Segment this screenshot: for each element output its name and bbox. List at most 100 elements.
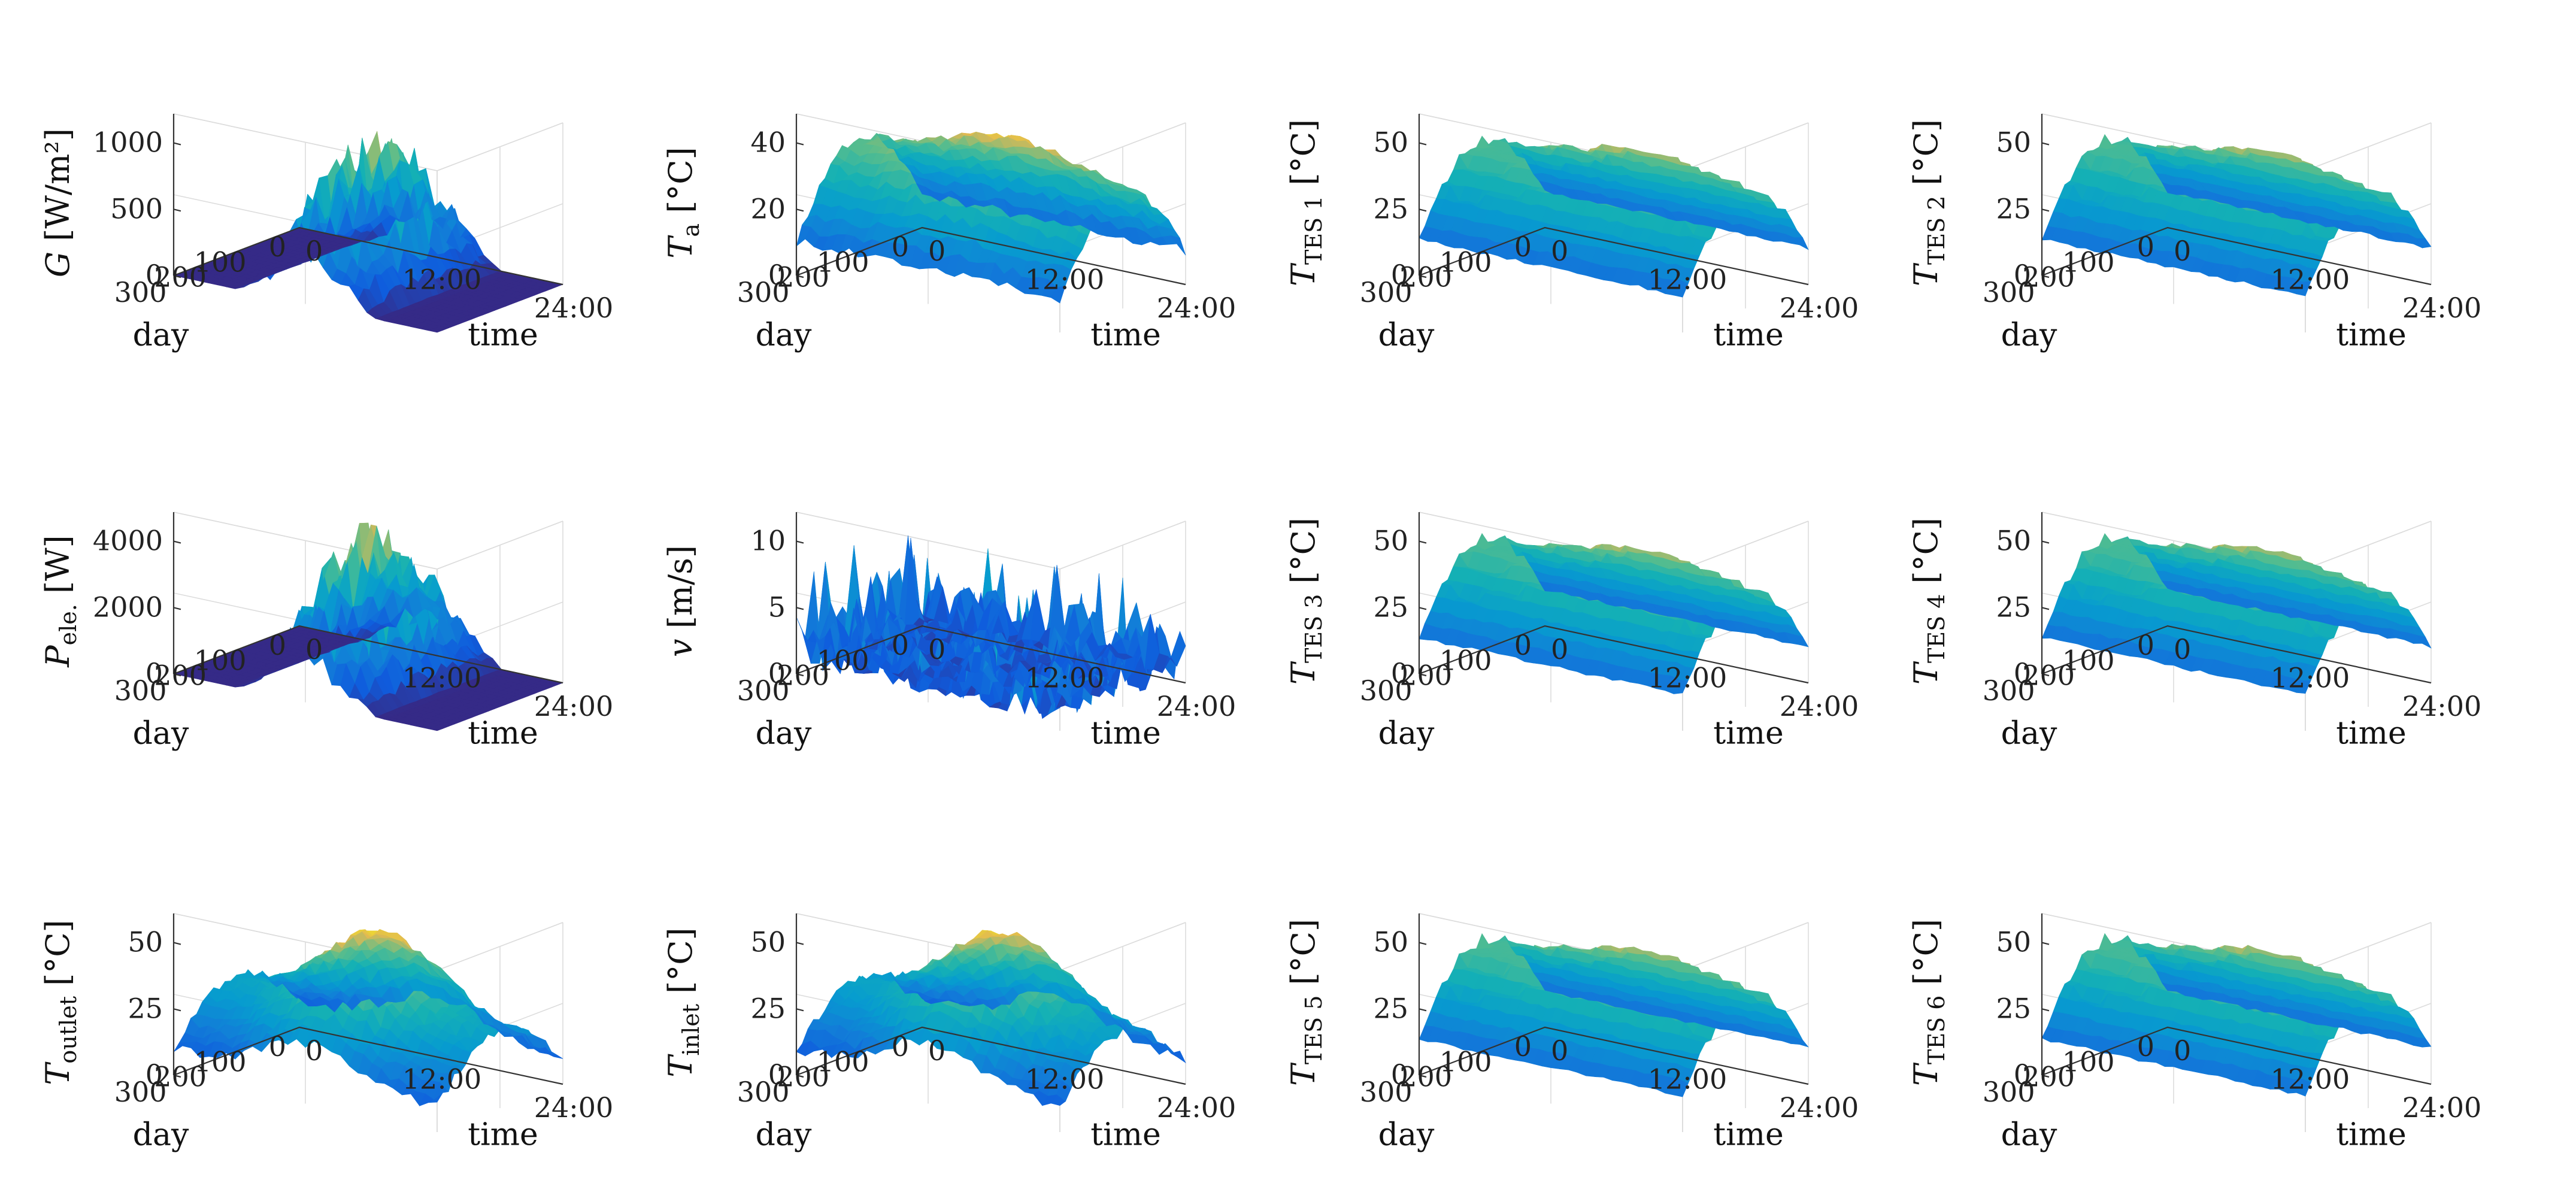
z-axis-label: G [W/m²] [39, 128, 77, 277]
z-tick-mark [173, 607, 181, 610]
y-axis-label: day [133, 716, 189, 752]
x-axis-label: time [1090, 317, 1161, 353]
x-tick-label: 24:00 [1157, 690, 1237, 722]
z-tick-label: 10 [750, 525, 786, 557]
x-tick-label: 24:00 [1780, 690, 1859, 722]
z-tick-label: 1000 [93, 126, 163, 159]
x-tick-label: 24:00 [2402, 292, 2482, 324]
y-tick-label: 0 [892, 629, 909, 661]
z-tick-mark [1419, 540, 1427, 544]
z-tick-mark [2041, 208, 2050, 212]
x-axis-label: time [1090, 715, 1161, 751]
z-label-unit: [°C] [1907, 119, 1945, 196]
y-tick-label: 300 [1983, 276, 2035, 308]
y-tick-label: 0 [1514, 629, 1532, 661]
z-label-unit: [°C] [662, 147, 699, 223]
x-tick-label: 0 [1551, 235, 1568, 267]
surface-mesh [172, 131, 564, 333]
z-tick-mark [1419, 142, 1427, 146]
y-tick-label: 0 [2137, 231, 2154, 263]
x-tick-label: 0 [305, 633, 323, 665]
z-tick-label: 40 [750, 126, 786, 159]
z-axis-label: TTES 3 [°C] [1284, 518, 1327, 685]
y-tick-label: 300 [737, 276, 790, 308]
z-label-subscript: ele. [55, 604, 81, 645]
z-tick-mark [796, 607, 804, 610]
z-tick-mark [796, 208, 804, 212]
y-tick-label: 0 [1514, 231, 1532, 263]
x-axis-label: time [1713, 715, 1784, 751]
z-tick-label: 2000 [93, 591, 163, 623]
y-tick-label: 300 [1360, 674, 1413, 707]
z-tick-label: 25 [1996, 192, 2031, 225]
x-axis-label: time [1713, 317, 1784, 353]
subplot-Pele: 020004000012:0024:000100200300timedayPel… [39, 512, 613, 752]
z-tick-mark [173, 208, 181, 212]
y-tick-label: 300 [114, 674, 167, 707]
z-tick-mark [173, 540, 181, 544]
x-tick-label: 24:00 [1157, 292, 1237, 324]
y-tick-label: 300 [1360, 276, 1413, 308]
z-label-unit: [W] [39, 535, 77, 604]
surface-mesh [172, 522, 564, 731]
x-tick-label: 24:00 [534, 690, 614, 722]
z-tick-label: 5 [768, 591, 786, 623]
z-axis-label: Ta [°C] [662, 147, 704, 258]
z-axis-label: Pele. [W] [39, 535, 81, 667]
x-tick-label: 0 [1551, 633, 1568, 665]
x-tick-label: 12:00 [1648, 662, 1728, 694]
z-label-symbol: v [662, 639, 699, 657]
z-tick-label: 500 [110, 192, 163, 225]
x-axis-label: time [2336, 317, 2407, 353]
y-tick-label: 300 [114, 276, 167, 308]
x-tick-label: 12:00 [1025, 264, 1105, 296]
surface-cell [1171, 235, 1186, 256]
z-tick-label: 4000 [93, 525, 163, 557]
z-label-symbol: P [39, 645, 77, 668]
z-tick-mark [1419, 607, 1427, 610]
x-tick-label: 12:00 [1648, 264, 1728, 296]
z-label-symbol: T [662, 235, 699, 259]
z-label-unit: [°C] [1284, 518, 1322, 594]
z-tick-label: 20 [750, 192, 786, 225]
z-label-symbol: T [1284, 661, 1322, 685]
x-tick-label: 12:00 [402, 264, 482, 296]
x-axis-label: time [468, 715, 538, 751]
x-axis-label: time [468, 317, 538, 353]
y-axis-label: day [756, 716, 812, 752]
y-axis-label: day [2001, 317, 2057, 353]
y-tick-label: 0 [269, 231, 286, 263]
z-label-subscript: TES 2 [1923, 196, 1950, 265]
x-tick-label: 12:00 [1025, 662, 1105, 694]
x-tick-label: 24:00 [534, 292, 614, 324]
z-tick-label: 50 [1996, 126, 2031, 159]
y-axis-label: day [756, 317, 812, 353]
z-axis-label: TTES 1 [°C] [1284, 119, 1327, 286]
z-tick-mark [1419, 208, 1427, 212]
z-label-symbol: T [1284, 262, 1322, 286]
z-tick-mark [796, 540, 804, 544]
z-label-subscript: TES 1 [1301, 196, 1327, 265]
x-tick-label: 0 [2174, 235, 2191, 267]
z-tick-label: 25 [1373, 192, 1408, 225]
y-tick-label: 0 [269, 629, 286, 661]
z-tick-label: 50 [1373, 525, 1408, 557]
z-label-subscript: TES 3 [1301, 594, 1327, 663]
x-tick-label: 0 [305, 235, 323, 267]
x-tick-label: 12:00 [402, 662, 482, 694]
surface-mesh [796, 536, 1186, 719]
x-tick-label: 0 [928, 235, 945, 267]
x-tick-label: 0 [928, 633, 945, 665]
x-tick-label: 24:00 [1780, 292, 1859, 324]
z-axis-label: v [m/s] [662, 545, 699, 657]
z-label-unit: [°C] [1284, 119, 1322, 196]
